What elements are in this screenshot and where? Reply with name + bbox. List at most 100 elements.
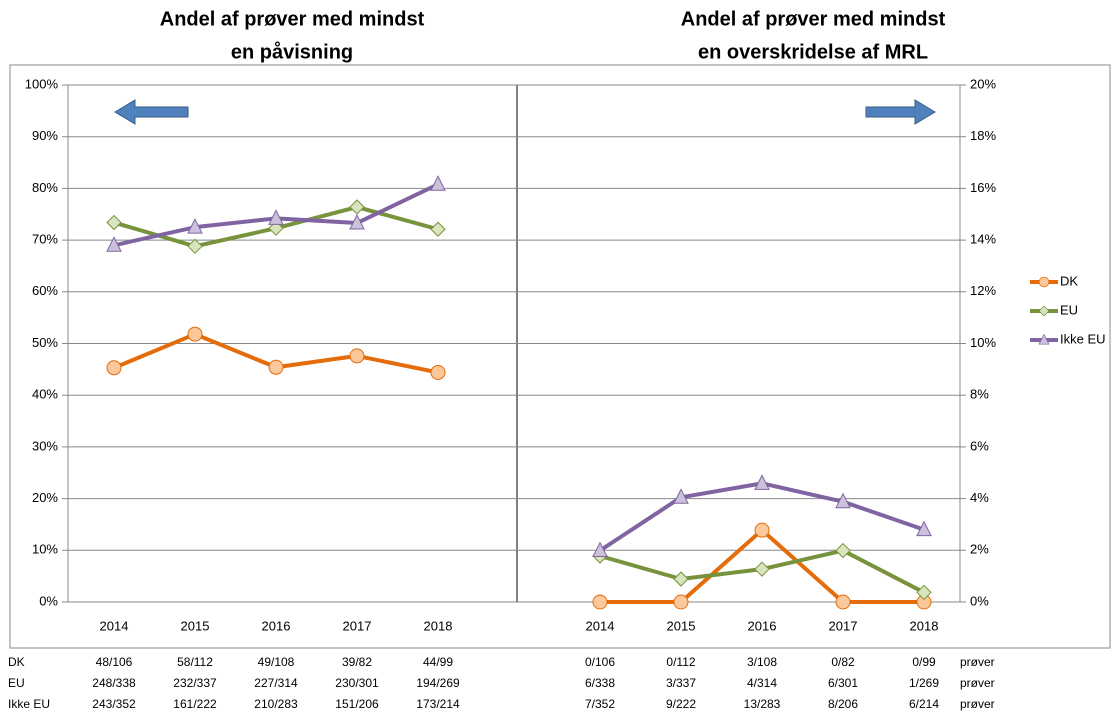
x-tick-label: 2017	[343, 618, 372, 633]
cell: 6/301	[828, 676, 858, 690]
legend-label: DK	[1060, 273, 1078, 288]
cell: 8/206	[828, 697, 858, 711]
marker	[835, 542, 851, 559]
cell: 161/222	[173, 697, 217, 711]
legend-label: Ikke EU	[1060, 331, 1106, 346]
cell: 151/206	[335, 697, 379, 711]
cell: 0/106	[585, 655, 615, 669]
marker	[349, 348, 365, 364]
y2-tick-label: 18%	[970, 128, 996, 143]
marker	[106, 236, 122, 252]
marker	[673, 571, 689, 587]
marker	[916, 584, 932, 601]
chart-title: en overskridelse af MRL	[698, 41, 928, 63]
cell: 3/108	[747, 655, 777, 669]
cell: 44/99	[423, 655, 453, 669]
x-tick-label: 2016	[262, 618, 291, 633]
marker	[1038, 333, 1050, 345]
cell: 227/314	[254, 676, 298, 690]
marker	[430, 364, 446, 380]
left-axis-arrow	[114, 99, 189, 125]
cell: 4/314	[747, 676, 777, 690]
marker	[754, 561, 770, 577]
x-tick-label: 2015	[667, 618, 696, 633]
marker	[187, 326, 203, 342]
unit: prøver	[960, 676, 995, 690]
cell: 232/337	[173, 676, 217, 690]
unit: prøver	[960, 697, 995, 711]
marker	[592, 594, 608, 610]
marker	[1038, 276, 1050, 288]
y2-tick-label: 2%	[970, 542, 989, 557]
marker	[268, 359, 284, 375]
marker	[430, 175, 446, 191]
y2-tick-label: 6%	[970, 438, 989, 453]
y2-tick-label: 12%	[970, 283, 996, 298]
y2-tick-label: 20%	[970, 76, 996, 91]
y-tick-label: 70%	[32, 232, 58, 247]
marker	[349, 199, 365, 215]
y-tick-label: 20%	[32, 490, 58, 505]
marker	[106, 360, 122, 376]
marker	[1038, 305, 1050, 317]
y2-tick-label: 8%	[970, 387, 989, 402]
cell: 3/337	[666, 676, 696, 690]
marker	[349, 213, 365, 230]
marker	[592, 541, 608, 558]
cell: 6/338	[585, 676, 615, 690]
cell: 13/283	[744, 697, 781, 711]
cell: 173/214	[416, 697, 460, 711]
marker	[835, 594, 851, 610]
cell: 39/82	[342, 655, 372, 669]
cell: 58/112	[177, 655, 213, 669]
marker	[106, 214, 122, 231]
cell: 49/108	[258, 655, 295, 669]
chart-border	[9, 64, 1111, 649]
cell: 6/214	[909, 697, 939, 711]
y2-tick-label: 4%	[970, 490, 989, 505]
cell: 0/112	[666, 655, 695, 669]
marker	[268, 209, 284, 225]
marker	[430, 221, 446, 237]
y2-tick-label: 10%	[970, 335, 996, 350]
legend-label: EU	[1060, 302, 1078, 317]
y-tick-label: 10%	[32, 542, 58, 557]
series-line	[598, 481, 925, 553]
cell: 230/301	[335, 676, 379, 690]
x-tick-label: 2015	[181, 618, 210, 633]
marker	[754, 474, 770, 490]
y-tick-label: 90%	[32, 128, 58, 143]
unit: prøver	[960, 655, 995, 669]
chart-title: Andel af prøver med mindst	[160, 8, 425, 30]
y-tick-label: 50%	[32, 335, 58, 350]
chart-title: Andel af prøver med mindst	[681, 8, 946, 30]
marker	[673, 488, 689, 504]
cell: 243/352	[92, 697, 136, 711]
row-label: EU	[8, 676, 25, 690]
x-tick-label: 2018	[910, 618, 939, 633]
y-tick-label: 100%	[25, 76, 59, 91]
y-tick-label: 30%	[32, 438, 58, 453]
y-tick-label: 80%	[32, 180, 58, 195]
row-label: DK	[8, 655, 25, 669]
x-tick-label: 2014	[100, 618, 129, 633]
cell: 210/283	[254, 697, 298, 711]
cell: 1/269	[909, 676, 939, 690]
cell: 48/106	[96, 655, 133, 669]
y2-tick-label: 0%	[970, 593, 989, 608]
row-label: Ikke EU	[8, 697, 50, 711]
y-tick-label: 40%	[32, 387, 58, 402]
y2-tick-label: 16%	[970, 180, 996, 195]
marker	[673, 594, 689, 610]
x-tick-label: 2017	[829, 618, 858, 633]
marker	[754, 522, 770, 538]
chart-title: en påvisning	[231, 40, 353, 63]
y-tick-label: 60%	[32, 283, 58, 298]
cell: 194/269	[416, 676, 460, 690]
y2-tick-label: 14%	[970, 232, 996, 247]
cell: 0/82	[831, 655, 855, 669]
marker	[187, 238, 203, 255]
marker	[916, 520, 932, 537]
x-tick-label: 2014	[586, 618, 615, 633]
